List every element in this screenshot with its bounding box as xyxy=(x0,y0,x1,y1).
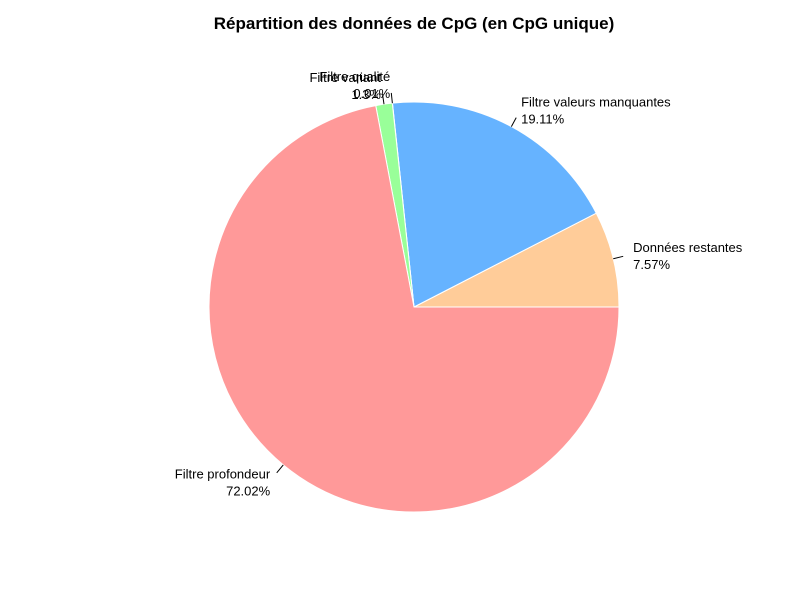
slice-label-2: Filtre qualité xyxy=(319,69,390,84)
slice-percent-2: 0.01% xyxy=(353,86,390,101)
slice-label-3: Filtre variant xyxy=(309,70,381,85)
slice-label-0: Données restantes xyxy=(633,240,743,255)
slice-percent-1: 19.11% xyxy=(521,112,565,127)
pie-slice-1 xyxy=(391,101,597,308)
leader-lines xyxy=(276,92,624,474)
pie-slice-0 xyxy=(413,212,620,308)
slice-percent-4: 72.02% xyxy=(226,484,271,499)
chart-title: Répartition des données de CpG (en CpG u… xyxy=(214,14,614,33)
slice-percent-0: 7.57% xyxy=(633,257,670,272)
slice-labels: Données restantes 7.57% Filtre valeurs man… xyxy=(175,69,743,499)
leader-line-3 xyxy=(382,93,385,105)
leader-line-0 xyxy=(613,255,624,260)
pie-slice-4 xyxy=(208,105,620,513)
pie-slices xyxy=(208,101,620,513)
leader-line-1 xyxy=(510,117,517,127)
leader-line-2 xyxy=(390,92,393,104)
slice-label-4: Filtre profondeur xyxy=(175,467,271,482)
leader-line-4 xyxy=(276,464,284,474)
slice-label-1: Filtre valeurs manquantes xyxy=(521,95,671,110)
slice-percent-3: 1.3% xyxy=(351,87,381,102)
